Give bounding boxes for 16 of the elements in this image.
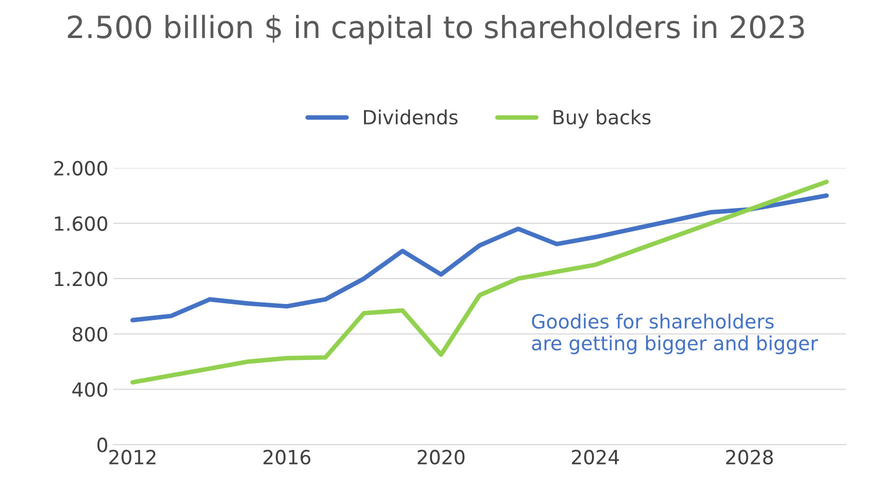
annotation: Goodies for shareholders are getting bigger and bigger xyxy=(532,314,818,354)
y-tick-label: 400 xyxy=(72,382,108,397)
chart-title: 2.500 billion $ in capital to shareholders in 2023 xyxy=(68,14,804,44)
y-tick-label: 1.600 xyxy=(54,216,108,231)
x-tick-label: 2020 xyxy=(418,450,464,465)
x-tick-label: 2016 xyxy=(264,450,310,465)
x-tick-label: 2028 xyxy=(726,450,773,465)
x-tick-label: 2012 xyxy=(109,450,156,465)
line-series xyxy=(130,180,829,385)
y-tick-label: 1.200 xyxy=(54,272,108,286)
y-tick-label: 0 xyxy=(97,438,108,452)
y-tick-label: 2.000 xyxy=(54,160,108,176)
legend-label: Dividends xyxy=(364,110,458,125)
x-tick-label: 2024 xyxy=(572,450,619,465)
legend-label: Buy backs xyxy=(554,110,651,128)
y-tick-label: 800 xyxy=(72,326,108,342)
